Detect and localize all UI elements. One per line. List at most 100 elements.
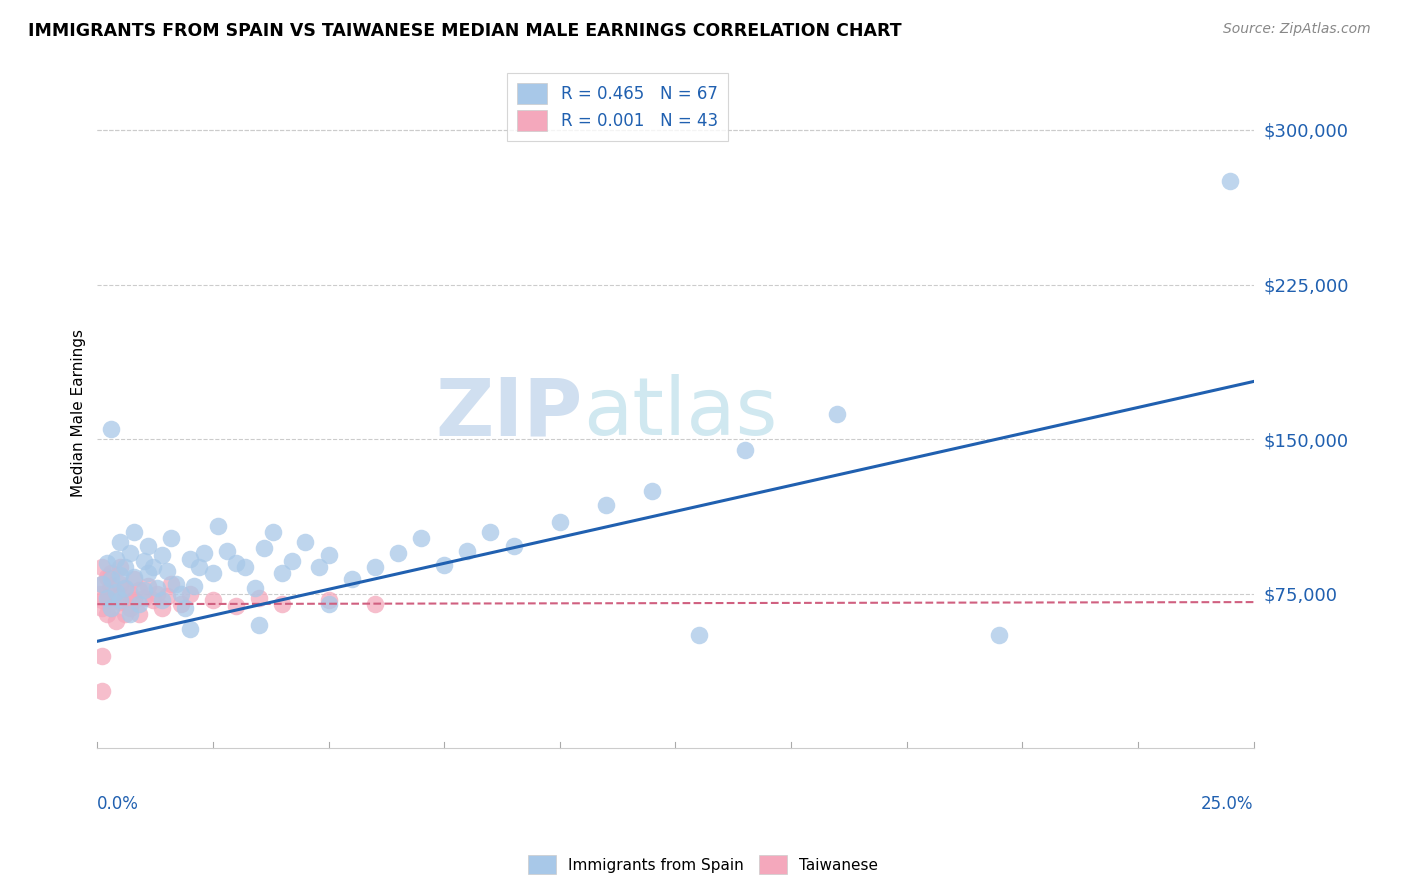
Point [114, 607, 136, 622]
Point [118, 587, 141, 601]
Point [193, 546, 215, 560]
Point [118, 601, 141, 615]
Point [201, 566, 224, 581]
Legend: R = 0.465   N = 67, R = 0.001   N = 43: R = 0.465 N = 67, R = 0.001 N = 43 [508, 73, 728, 141]
Point [641, 483, 664, 498]
Point [91, 601, 114, 615]
Point [91, 576, 114, 591]
Point [104, 551, 127, 566]
Point [280, 554, 302, 568]
Point [91, 576, 114, 591]
Point [253, 541, 276, 556]
Point [150, 548, 173, 562]
Point [225, 556, 247, 570]
Text: Source: ZipAtlas.com: Source: ZipAtlas.com [1223, 22, 1371, 37]
Point [318, 593, 340, 607]
Point [411, 531, 433, 545]
Point [128, 582, 150, 597]
Point [91, 593, 114, 607]
Point [128, 597, 150, 611]
Point [294, 535, 316, 549]
Point [114, 581, 136, 595]
Point [146, 587, 169, 601]
Point [100, 601, 122, 615]
Point [146, 581, 169, 595]
Point [150, 601, 173, 615]
Point [364, 597, 387, 611]
Point [100, 422, 122, 436]
Point [262, 524, 284, 539]
Point [156, 589, 179, 603]
Point [91, 560, 114, 574]
Point [271, 597, 294, 611]
Point [110, 568, 132, 582]
Point [118, 607, 141, 622]
Point [734, 442, 756, 457]
Point [243, 581, 266, 595]
Point [110, 535, 132, 549]
Text: IMMIGRANTS FROM SPAIN VS TAIWANESE MEDIAN MALE EARNINGS CORRELATION CHART: IMMIGRANTS FROM SPAIN VS TAIWANESE MEDIA… [28, 22, 901, 40]
Point [118, 546, 141, 560]
Point [387, 546, 409, 560]
Point [479, 524, 502, 539]
Point [188, 560, 211, 574]
Point [179, 622, 201, 636]
Point [114, 581, 136, 595]
Point [96, 593, 118, 607]
Point [364, 560, 387, 574]
Point [150, 593, 173, 607]
Point [235, 560, 257, 574]
Point [100, 578, 122, 592]
Point [89, 587, 111, 601]
Point [688, 628, 710, 642]
Point [247, 591, 270, 605]
Point [201, 593, 224, 607]
Point [179, 551, 201, 566]
Y-axis label: Median Male Earnings: Median Male Earnings [72, 329, 86, 498]
Point [169, 587, 191, 601]
Point [340, 573, 363, 587]
Point [132, 582, 155, 597]
Point [169, 597, 191, 611]
Point [96, 584, 118, 599]
Text: atlas: atlas [583, 375, 778, 452]
Point [136, 566, 159, 581]
Point [124, 593, 146, 607]
Point [456, 543, 478, 558]
Point [183, 578, 205, 592]
Point [100, 601, 122, 615]
Point [91, 683, 114, 698]
Point [114, 560, 136, 574]
Point [136, 540, 159, 554]
Point [318, 548, 340, 562]
Point [156, 564, 179, 578]
Point [96, 591, 118, 605]
Point [136, 578, 159, 592]
Legend: Immigrants from Spain, Taiwanese: Immigrants from Spain, Taiwanese [522, 849, 884, 880]
Point [271, 566, 294, 581]
Point [827, 408, 849, 422]
Point [160, 576, 183, 591]
Point [104, 589, 127, 603]
Point [110, 560, 132, 574]
Point [91, 648, 114, 663]
Point [100, 566, 122, 581]
Point [142, 560, 165, 574]
Point [132, 591, 155, 605]
Point [132, 554, 155, 568]
Point [160, 531, 183, 545]
Point [110, 593, 132, 607]
Point [225, 599, 247, 614]
Text: 25.0%: 25.0% [1201, 796, 1254, 814]
Point [124, 524, 146, 539]
Text: ZIP: ZIP [436, 375, 583, 452]
Point [548, 515, 571, 529]
Point [215, 543, 238, 558]
Point [174, 601, 197, 615]
Point [433, 558, 456, 572]
Point [179, 587, 201, 601]
Point [308, 560, 330, 574]
Point [988, 628, 1011, 642]
Text: 0.0%: 0.0% [97, 796, 139, 814]
Point [110, 576, 132, 591]
